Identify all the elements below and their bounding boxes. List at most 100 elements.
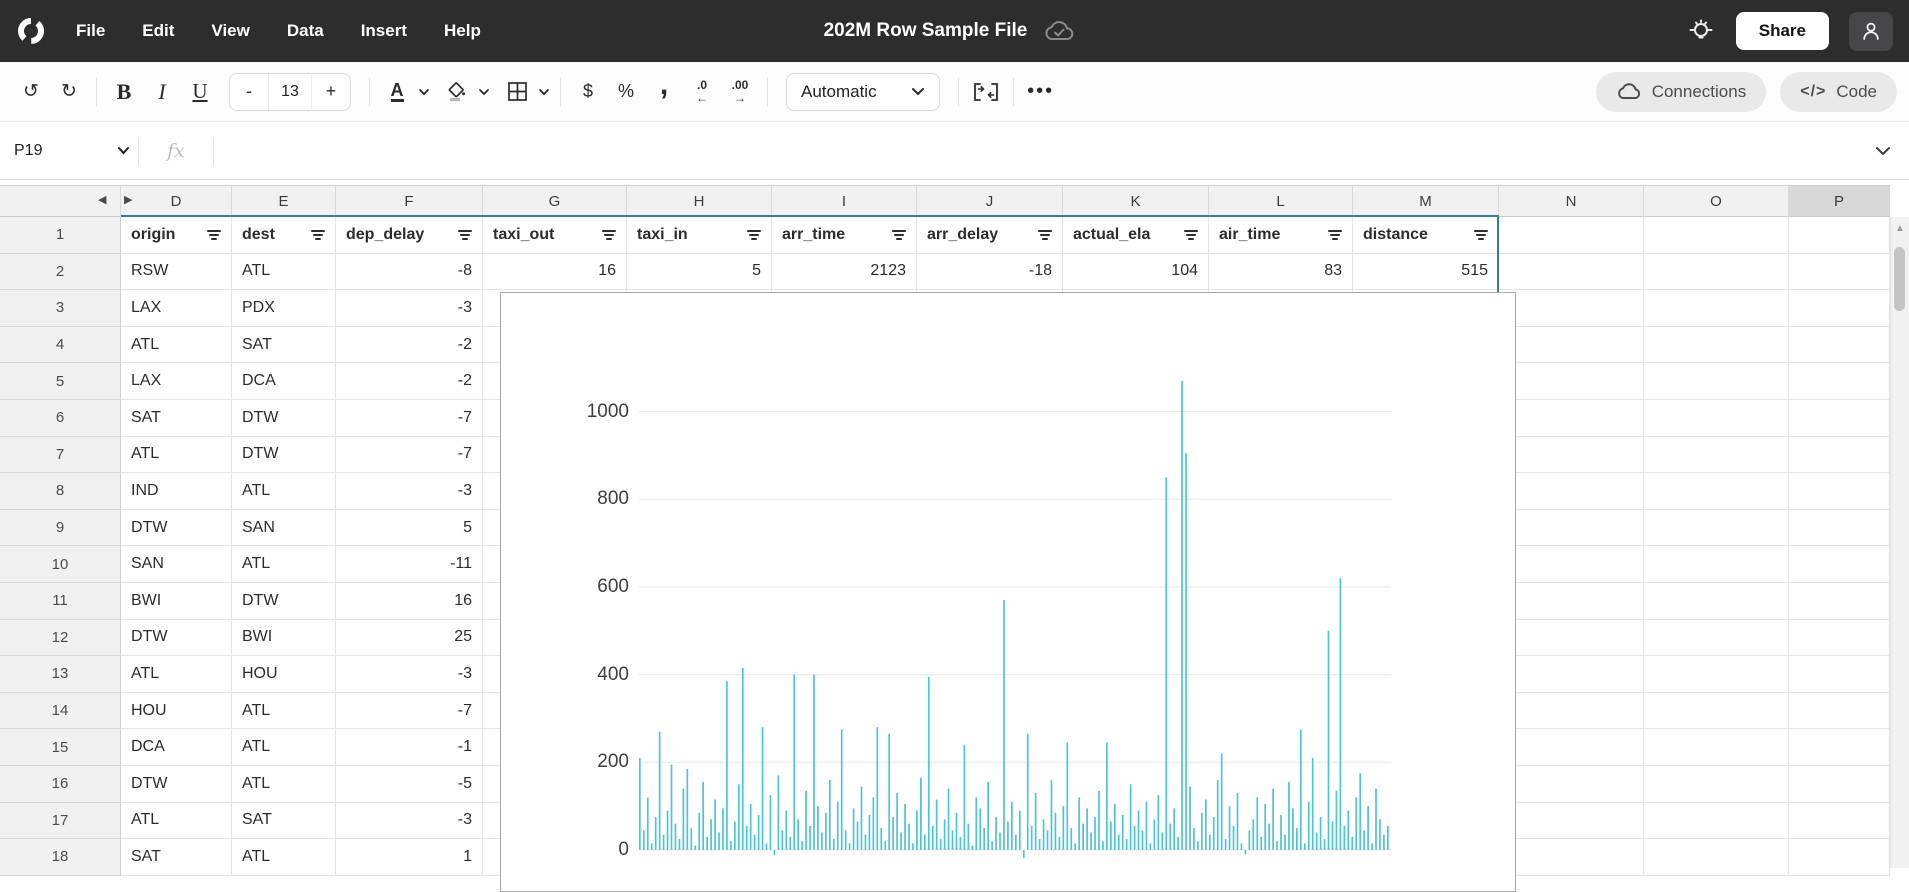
grid-cell[interactable]: DTW bbox=[121, 509, 232, 547]
grid-cell[interactable] bbox=[1499, 692, 1644, 730]
column-letter-M[interactable]: M bbox=[1353, 186, 1499, 217]
borders-chevron-icon[interactable] bbox=[538, 88, 550, 96]
column-letter-N[interactable]: N bbox=[1499, 186, 1644, 217]
column-letter-H[interactable]: H bbox=[627, 186, 772, 217]
grid-cell[interactable]: DTW bbox=[232, 582, 336, 620]
row-number[interactable]: 7 bbox=[0, 436, 121, 474]
row-number[interactable]: 17 bbox=[0, 802, 121, 840]
row-number[interactable]: 1 bbox=[0, 217, 121, 254]
grid-cell[interactable]: ATL bbox=[121, 656, 232, 693]
grid-cell[interactable] bbox=[1499, 399, 1644, 437]
grid-cell[interactable] bbox=[1499, 326, 1644, 364]
grid-cell[interactable]: -7 bbox=[336, 692, 483, 730]
row-number[interactable]: 15 bbox=[0, 729, 121, 766]
grid-cell[interactable]: SAT bbox=[121, 839, 232, 876]
grid-cell[interactable]: SAT bbox=[232, 326, 336, 364]
column-letter-G[interactable]: G bbox=[483, 186, 627, 217]
grid-cell[interactable] bbox=[1789, 326, 1890, 364]
filter-icon[interactable] bbox=[1474, 229, 1488, 240]
decrease-decimal-button[interactable]: .0 ← bbox=[683, 73, 721, 111]
filter-icon[interactable] bbox=[1184, 229, 1198, 240]
grid-cell[interactable]: HOU bbox=[121, 692, 232, 730]
grid-cell[interactable] bbox=[1789, 399, 1890, 437]
font-size-increase-button[interactable]: + bbox=[325, 81, 337, 101]
italic-button[interactable]: I bbox=[143, 73, 181, 111]
grid-cell[interactable]: ATL bbox=[232, 839, 336, 876]
grid-cell[interactable] bbox=[1499, 839, 1644, 876]
grid-cell[interactable]: 25 bbox=[336, 619, 483, 657]
grid-cell[interactable]: IND bbox=[121, 473, 232, 510]
grid-cell[interactable]: -7 bbox=[336, 399, 483, 437]
grid-cell[interactable]: DCA bbox=[232, 363, 336, 400]
grid-cell[interactable] bbox=[1499, 217, 1644, 254]
grid-cell[interactable]: origin bbox=[121, 217, 232, 254]
grid-cell[interactable] bbox=[1644, 729, 1789, 766]
column-letter-L[interactable]: L bbox=[1209, 186, 1353, 217]
grid-cell[interactable]: ATL bbox=[232, 765, 336, 803]
grid-cell[interactable]: LAX bbox=[121, 290, 232, 327]
row-number[interactable]: 3 bbox=[0, 290, 121, 327]
more-options-button[interactable]: ••• bbox=[1022, 73, 1060, 111]
grid-cell[interactable] bbox=[1499, 656, 1644, 693]
grid-cell[interactable]: 2123 bbox=[772, 253, 917, 291]
redo-button[interactable]: ↻ bbox=[50, 73, 88, 111]
grid-cell[interactable]: -3 bbox=[336, 473, 483, 510]
menu-view[interactable]: View bbox=[211, 21, 250, 40]
grid-cell[interactable] bbox=[1644, 253, 1789, 291]
grid-cell[interactable]: ATL bbox=[121, 326, 232, 364]
menu-data[interactable]: Data bbox=[286, 21, 324, 40]
grid-cell[interactable] bbox=[1644, 363, 1789, 400]
scrollbar-thumb[interactable] bbox=[1894, 247, 1905, 311]
grid-cell[interactable]: arr_delay bbox=[917, 217, 1063, 254]
grid-cell[interactable] bbox=[1644, 582, 1789, 620]
grid-cell[interactable]: RSW bbox=[121, 253, 232, 291]
grid-cell[interactable]: arr_time bbox=[772, 217, 917, 254]
grid-cell[interactable]: 83 bbox=[1209, 253, 1353, 291]
grid-cell[interactable]: SAN bbox=[121, 546, 232, 583]
merge-cells-button[interactable] bbox=[967, 73, 1005, 111]
menu-file[interactable]: File bbox=[76, 21, 106, 40]
grid-cell[interactable]: air_time bbox=[1209, 217, 1353, 254]
grid-cell[interactable]: ATL bbox=[232, 546, 336, 583]
grid-cell[interactable] bbox=[1644, 619, 1789, 657]
grid-cell[interactable]: -18 bbox=[917, 253, 1063, 291]
grid-cell[interactable]: -2 bbox=[336, 326, 483, 364]
grid-cell[interactable]: PDX bbox=[232, 290, 336, 327]
filter-icon[interactable] bbox=[207, 229, 221, 240]
column-letter-D[interactable]: D bbox=[121, 186, 232, 217]
grid-cell[interactable] bbox=[1499, 765, 1644, 803]
grid-cell[interactable] bbox=[1644, 290, 1789, 327]
grid-cell[interactable] bbox=[1789, 802, 1890, 840]
grid-cell[interactable] bbox=[1789, 253, 1890, 291]
row-number[interactable]: 11 bbox=[0, 582, 121, 620]
row-number[interactable]: 5 bbox=[0, 363, 121, 400]
grid-cell[interactable] bbox=[1644, 839, 1789, 876]
grid-cell[interactable]: ATL bbox=[121, 802, 232, 840]
grid-cell[interactable]: -1 bbox=[336, 729, 483, 766]
grid-cell[interactable]: 5 bbox=[627, 253, 772, 291]
menu-edit[interactable]: Edit bbox=[142, 21, 175, 40]
grid-cell[interactable] bbox=[1499, 253, 1644, 291]
grid-cell[interactable] bbox=[1499, 729, 1644, 766]
column-letter-F[interactable]: F bbox=[336, 186, 483, 217]
grid-cell[interactable]: SAN bbox=[232, 509, 336, 547]
row-number[interactable]: 13 bbox=[0, 656, 121, 693]
grid-cell[interactable]: dep_delay bbox=[336, 217, 483, 254]
grid-cell[interactable] bbox=[1499, 619, 1644, 657]
grid-cell[interactable] bbox=[1789, 509, 1890, 547]
row-number[interactable]: 12 bbox=[0, 619, 121, 657]
grid-cell[interactable]: SAT bbox=[121, 399, 232, 437]
percent-format-button[interactable]: % bbox=[607, 73, 645, 111]
formula-input[interactable] bbox=[221, 122, 1875, 179]
grid-cell[interactable] bbox=[1789, 473, 1890, 510]
underline-button[interactable]: U bbox=[181, 73, 219, 111]
column-letter-P[interactable]: P bbox=[1789, 186, 1890, 217]
grid-cell[interactable] bbox=[1789, 582, 1890, 620]
grid-cell[interactable] bbox=[1499, 509, 1644, 547]
grid-cell[interactable]: ATL bbox=[232, 473, 336, 510]
row-number[interactable]: 6 bbox=[0, 399, 121, 437]
account-button[interactable] bbox=[1849, 11, 1893, 51]
fill-color-button[interactable] bbox=[438, 73, 476, 111]
column-letter-O[interactable]: O bbox=[1644, 186, 1789, 217]
select-all-corner[interactable] bbox=[0, 186, 121, 217]
